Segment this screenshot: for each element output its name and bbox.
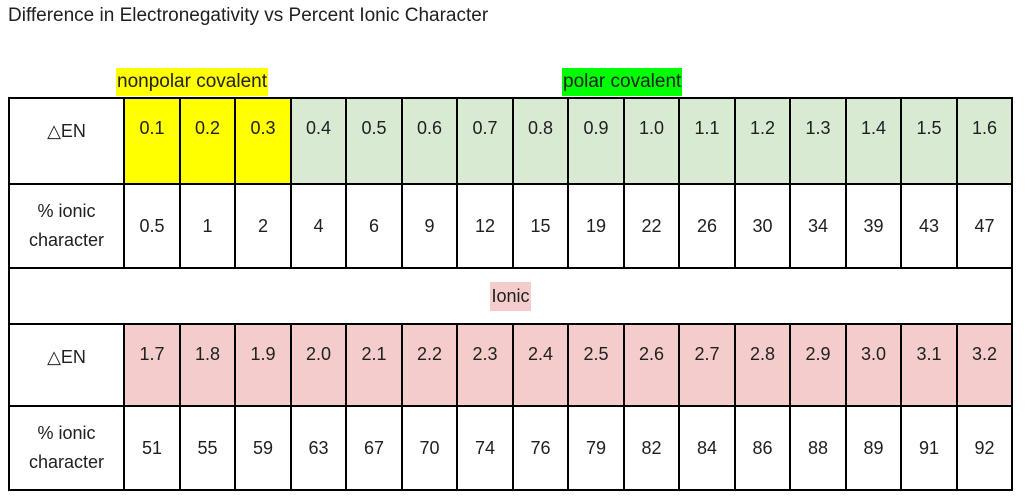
en-value-cell: 1.6 bbox=[956, 97, 1013, 185]
en-value-cell: 0.6 bbox=[401, 97, 458, 185]
ionic-pct-cell: 43 bbox=[900, 183, 958, 269]
ionic-pct-cell: 82 bbox=[623, 405, 680, 491]
page-title: Difference in Electronegativity vs Perce… bbox=[8, 5, 489, 26]
en-value-cell: 2.8 bbox=[734, 323, 791, 407]
en-value-cell: 2.0 bbox=[290, 323, 347, 407]
ionic-pct-cell: 0.5 bbox=[123, 183, 181, 269]
row-header-en: △EN bbox=[8, 323, 125, 407]
row-header-line: % ionic bbox=[37, 201, 96, 221]
en-value-cell: 1.1 bbox=[678, 97, 736, 185]
en-value-cell: 0.9 bbox=[567, 97, 625, 185]
ionic-pct-cell: 47 bbox=[956, 183, 1013, 269]
en-value-cell: 2.5 bbox=[567, 323, 625, 407]
en-value-cell: 2.3 bbox=[456, 323, 514, 407]
en-value-cell: 1.7 bbox=[123, 323, 181, 407]
ionic-pct-cell: 51 bbox=[123, 405, 181, 491]
ionic-pct-cell: 74 bbox=[456, 405, 514, 491]
ionic-pct-cell: 4 bbox=[290, 183, 347, 269]
ionic-label: Ionic bbox=[490, 281, 531, 311]
en-value-cell: 0.3 bbox=[234, 97, 292, 185]
en-value-cell: 1.5 bbox=[900, 97, 958, 185]
row-header-line: character bbox=[28, 230, 105, 250]
en-value-cell: 0.5 bbox=[345, 97, 403, 185]
ionic-pct-cell: 55 bbox=[179, 405, 236, 491]
ionic-pct-cell: 89 bbox=[845, 405, 902, 491]
nonpolar-covalent-label: nonpolar covalent bbox=[116, 68, 268, 96]
ionic-pct-cell: 6 bbox=[345, 183, 403, 269]
electronegativity-table: △EN 0.1 0.2 0.3 0.4 0.5 0.6 0.7 0.8 0.9 1.0 1.1 1.2… bbox=[8, 97, 1013, 491]
ionic-pct-cell: 86 bbox=[734, 405, 791, 491]
en-value-cell: 1.3 bbox=[789, 97, 847, 185]
en-value-cell: 3.1 bbox=[900, 323, 958, 407]
ionic-pct-cell: 91 bbox=[900, 405, 958, 491]
ionic-pct-cell: 22 bbox=[623, 183, 680, 269]
ionic-pct-cell: 79 bbox=[567, 405, 625, 491]
en-value-cell: 0.1 bbox=[123, 97, 181, 185]
en-value-cell: 1.2 bbox=[734, 97, 791, 185]
en-value-cell: 2.7 bbox=[678, 323, 736, 407]
row-header-line: character bbox=[28, 452, 105, 472]
ionic-en-row: △EN 1.7 1.8 1.9 2.0 2.1 2.2 2.3 2.4 2.5 2.6 2.7 2.8… bbox=[8, 323, 1013, 407]
en-value-cell: 2.1 bbox=[345, 323, 403, 407]
ionic-pct-cell: 92 bbox=[956, 405, 1013, 491]
en-value-cell: 1.8 bbox=[179, 323, 236, 407]
en-value-cell: 0.2 bbox=[179, 97, 236, 185]
ionic-pct-cell: 39 bbox=[845, 183, 902, 269]
ionic-pct-cell: 2 bbox=[234, 183, 292, 269]
en-value-cell: 0.4 bbox=[290, 97, 347, 185]
ionic-pct-cell: 63 bbox=[290, 405, 347, 491]
ionic-pct-cell: 12 bbox=[456, 183, 514, 269]
polar-covalent-label: polar covalent bbox=[562, 68, 683, 96]
en-value-cell: 1.4 bbox=[845, 97, 902, 185]
ionic-pct-cell: 88 bbox=[789, 405, 847, 491]
en-value-cell: 3.0 bbox=[845, 323, 902, 407]
en-value-cell: 2.9 bbox=[789, 323, 847, 407]
ionic-pct-cell: 76 bbox=[512, 405, 569, 491]
en-value-cell: 0.8 bbox=[512, 97, 569, 185]
ionic-pct-cell: 30 bbox=[734, 183, 791, 269]
ionic-pct-row: % ionic character 51 55 59 63 67 70 74 76 79 82 84… bbox=[8, 405, 1013, 491]
ionic-pct-cell: 26 bbox=[678, 183, 736, 269]
en-value-cell: 2.6 bbox=[623, 323, 680, 407]
ionic-pct-cell: 15 bbox=[512, 183, 569, 269]
covalent-en-row: △EN 0.1 0.2 0.3 0.4 0.5 0.6 0.7 0.8 0.9 1.0 1.1 1.2… bbox=[8, 97, 1013, 185]
ionic-pct-cell: 1 bbox=[179, 183, 236, 269]
covalent-pct-row: % ionic character 0.5 1 2 4 6 9 12 15 19 22 26 30 34… bbox=[8, 183, 1013, 269]
en-value-cell: 2.2 bbox=[401, 323, 458, 407]
ionic-pct-cell: 67 bbox=[345, 405, 403, 491]
ionic-pct-cell: 70 bbox=[401, 405, 458, 491]
en-value-cell: 1.9 bbox=[234, 323, 292, 407]
en-value-cell: 3.2 bbox=[956, 323, 1013, 407]
ionic-pct-cell: 84 bbox=[678, 405, 736, 491]
ionic-pct-cell: 34 bbox=[789, 183, 847, 269]
row-header-ionic-character: % ionic character bbox=[8, 183, 125, 269]
ionic-pct-cell: 19 bbox=[567, 183, 625, 269]
en-value-cell: 1.0 bbox=[623, 97, 680, 185]
en-value-cell: 0.7 bbox=[456, 97, 514, 185]
ionic-pct-cell: 59 bbox=[234, 405, 292, 491]
row-header-en: △EN bbox=[8, 97, 125, 185]
en-value-cell: 2.4 bbox=[512, 323, 569, 407]
ionic-section-row: Ionic bbox=[8, 267, 1013, 325]
row-header-line: % ionic bbox=[37, 423, 96, 443]
ionic-section-header: Ionic bbox=[8, 267, 1013, 325]
row-header-ionic-character: % ionic character bbox=[8, 405, 125, 491]
ionic-pct-cell: 9 bbox=[401, 183, 458, 269]
